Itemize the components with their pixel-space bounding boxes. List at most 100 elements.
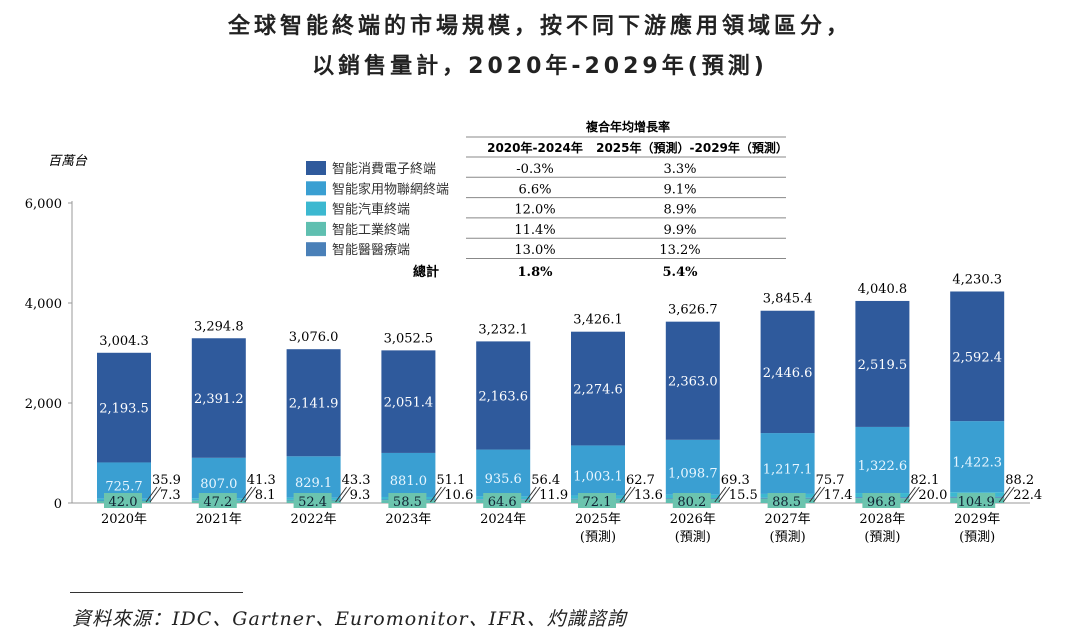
forecast-label: (預測)	[959, 530, 995, 545]
data-label-medical: 15.5	[729, 488, 758, 503]
x-tick-label: 2022年	[291, 512, 337, 527]
data-label-consumer: 2,141.9	[289, 397, 339, 412]
x-tick-label: 2020年	[101, 512, 147, 527]
total-label: 3,232.1	[478, 322, 528, 337]
leader-line	[809, 486, 822, 503]
bar-segment-1	[191, 457, 246, 499]
cagr-value: 11.4%	[514, 223, 555, 238]
leader-line	[903, 486, 916, 503]
data-label-medical: 7.3	[160, 488, 181, 503]
x-tick-label: 2028年	[859, 512, 905, 527]
bar-segment-1	[476, 449, 531, 497]
data-label-car: 41.3	[247, 473, 276, 488]
leader-line	[714, 486, 727, 503]
data-label-medical: 8.1	[255, 488, 276, 503]
data-label-home-iot: 1,003.1	[573, 470, 623, 485]
legend-swatch	[306, 201, 326, 216]
data-label-car: 88.2	[1005, 473, 1034, 488]
bar-segment-0	[286, 349, 341, 457]
data-label-box-industrial	[862, 493, 901, 508]
data-label-medical: 11.9	[539, 488, 568, 503]
data-label-medical: 9.3	[350, 488, 371, 503]
data-label-car: 56.4	[531, 473, 560, 488]
forecast-label: (預測)	[580, 530, 616, 545]
leader-line	[619, 486, 632, 503]
data-label-medical: 20.0	[918, 488, 947, 503]
data-label-car: 69.3	[721, 473, 750, 488]
leader-line	[240, 486, 253, 503]
cagr-value: 8.9%	[663, 203, 696, 218]
cagr-value: 13.0%	[514, 243, 555, 258]
cagr-column-header: 2025年（預測）-2029年（預測）	[596, 140, 788, 155]
y-tick-label: 4,000	[25, 297, 62, 312]
data-label-consumer: 2,193.5	[99, 402, 149, 417]
data-label-home-iot: 829.1	[295, 476, 332, 491]
data-label-medical: 10.6	[444, 488, 473, 503]
data-label-consumer: 2,363.0	[668, 375, 718, 390]
legend-label: 智能醫醫療端	[332, 243, 410, 258]
data-label-consumer: 2,391.2	[194, 392, 244, 407]
y-axis-label: 百萬台	[48, 154, 88, 169]
data-label-medical: 13.6	[634, 488, 663, 503]
cagr-total: 5.4%	[663, 265, 699, 280]
legend-label: 智能汽車終端	[332, 202, 410, 218]
bar-segment-0	[665, 321, 720, 440]
leader-line	[339, 486, 352, 503]
leader-line	[1002, 486, 1015, 503]
data-label-home-iot: 935.6	[485, 472, 522, 487]
data-label-box-industrial	[198, 493, 237, 508]
data-label-box-industrial	[293, 493, 332, 508]
data-label-box-industrial	[483, 493, 522, 508]
legend-label: 智能家用物聯網終端	[332, 181, 449, 197]
x-tick-label: 2026年	[670, 512, 716, 527]
leader-line	[718, 486, 731, 503]
bar-segment-1	[665, 439, 720, 495]
data-label-car: 75.7	[816, 473, 845, 488]
data-label-industrial: 42.0	[109, 495, 138, 510]
leader-line	[429, 486, 442, 503]
y-tick-label: 0	[54, 497, 62, 512]
data-label-industrial: 88.5	[772, 495, 801, 510]
total-label: 3,426.1	[573, 313, 623, 328]
bar-segment-1	[286, 456, 341, 498]
total-label: 3,626.7	[668, 303, 718, 318]
legend-swatch	[306, 181, 326, 196]
bar-segment-1	[381, 452, 436, 497]
legend-label: 智能消費電子終端	[332, 161, 436, 177]
cagr-value: 6.6%	[518, 182, 551, 197]
x-tick-label: 2029年	[954, 512, 1000, 527]
leader-line	[145, 486, 158, 503]
leader-line	[623, 486, 636, 503]
data-label-home-iot: 1,098.7	[668, 466, 718, 481]
data-label-home-iot: 725.7	[105, 480, 142, 495]
cagr-value: 9.1%	[663, 182, 696, 197]
data-label-consumer: 2,051.4	[384, 396, 434, 411]
data-label-industrial: 58.5	[393, 495, 422, 510]
leader-line	[149, 486, 162, 503]
total-label: 3,076.0	[289, 330, 339, 345]
data-label-box-industrial	[388, 493, 427, 508]
chart-title-line-2: 以銷售量計，2020年-2029年(預測)	[312, 54, 768, 79]
leader-line	[335, 486, 348, 503]
data-label-industrial: 52.4	[298, 495, 327, 510]
data-label-industrial: 80.2	[677, 495, 706, 510]
data-label-box-industrial	[578, 493, 616, 508]
data-label-car: 51.1	[436, 473, 465, 488]
leader-line	[813, 486, 826, 503]
x-tick-label: 2023年	[385, 512, 431, 527]
data-label-industrial: 47.2	[203, 495, 232, 510]
leader-line	[433, 486, 446, 503]
x-tick-label: 2024年	[480, 512, 526, 527]
data-label-box-industrial	[672, 493, 711, 508]
bar-segment-1	[950, 421, 1005, 493]
source-note: 資料來源：IDC、Gartner、Euromonitor、IFR、灼識諮詢	[72, 608, 627, 630]
data-label-box-industrial	[104, 493, 142, 508]
cagr-value: 9.9%	[663, 223, 696, 238]
bar-segment-1	[855, 426, 910, 494]
x-tick-label: 2025年	[575, 512, 621, 527]
forecast-label: (預測)	[770, 530, 806, 545]
forecast-label: (預測)	[864, 530, 900, 545]
bar-segment-0	[381, 350, 436, 453]
data-label-consumer: 2,519.5	[858, 358, 908, 373]
